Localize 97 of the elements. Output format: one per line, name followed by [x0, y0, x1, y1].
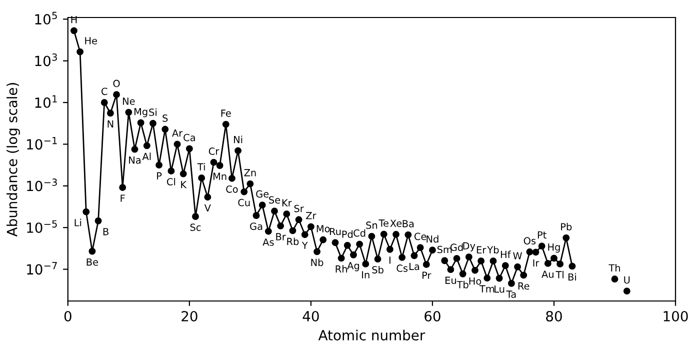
annotation: Th	[608, 264, 620, 272]
annotation: Nd	[426, 235, 438, 243]
x-tick-label: 80	[546, 310, 562, 322]
annotation: Co	[226, 185, 238, 193]
annotation: Fe	[221, 110, 231, 117]
x-tick-label: 0	[64, 310, 72, 322]
annotation: Ce	[414, 232, 426, 240]
annotation: B	[103, 228, 108, 236]
x-tick-label: 60	[424, 310, 440, 322]
annotation: O	[113, 80, 120, 88]
annotation: Cs	[396, 264, 408, 272]
y-tick-label: 10$^{−5}$	[27, 220, 57, 233]
annotation: Y	[302, 242, 308, 249]
annotation: Sc	[190, 224, 201, 231]
annotation: Ge	[256, 190, 269, 198]
annotation: Ir	[533, 259, 540, 267]
annotation: Zr	[306, 212, 316, 220]
annotation: Ba	[402, 220, 414, 228]
annotation: Rb	[287, 238, 299, 246]
annotation: Pd	[342, 230, 353, 238]
annotation: Dy	[463, 242, 476, 252]
annotation: S	[162, 114, 168, 122]
annotation: Sb	[372, 266, 384, 274]
annotation: Ca	[184, 134, 195, 142]
y-tick-label: 10$^{−1}$	[27, 136, 57, 150]
annotation: Yb	[487, 246, 499, 254]
x-tick-label: 20	[182, 310, 198, 322]
annotation: Sr	[294, 204, 304, 212]
y-tick-label: 10$^{−3}$	[27, 178, 57, 192]
annotation: Sm	[437, 246, 452, 254]
y-tick-label: 10$^{−7}$	[27, 262, 57, 275]
annotation: Al	[142, 152, 151, 160]
annotation: Pb	[561, 222, 572, 230]
annotation: V	[204, 204, 211, 212]
annotation: Mo	[316, 225, 330, 232]
annotation: Tl	[556, 270, 564, 278]
x-axis-title: Atomic number	[318, 330, 426, 340]
y-tick-label: 10$^{5}$	[35, 12, 57, 25]
annotation: Ti	[197, 163, 205, 170]
annotation: Er	[476, 246, 486, 254]
annotation: Pr	[422, 272, 432, 279]
annotation: Rh	[336, 265, 347, 273]
annotation: Ni	[234, 136, 242, 144]
annotation: Ne	[122, 98, 135, 105]
annotation: Be	[86, 258, 98, 266]
annotation: Tm	[479, 285, 494, 292]
annotation: K	[181, 181, 187, 188]
annotation: Cu	[238, 198, 250, 206]
annotation: Mn	[213, 172, 226, 180]
annotation: W	[513, 252, 522, 260]
annotation: Kr	[282, 199, 292, 206]
annotation: Cr	[208, 148, 220, 155]
annotation: Cd	[354, 229, 366, 237]
annotation: Ho	[469, 278, 482, 285]
annotation: Sn	[366, 222, 378, 229]
annotation: Ta	[506, 290, 516, 298]
annotation: Nb	[311, 258, 324, 266]
annotation: Ga	[250, 222, 262, 230]
annotation: Ar	[172, 130, 183, 137]
annotation: Gd	[450, 243, 463, 252]
annotation: Te	[378, 220, 388, 227]
annotation: In	[362, 271, 370, 278]
annotation: C	[102, 88, 108, 96]
annotation: P	[157, 172, 162, 180]
annotation: Os	[524, 237, 536, 244]
annotation: Au	[542, 270, 554, 278]
annotation: Br	[276, 233, 286, 240]
annotation: Hg	[548, 244, 560, 253]
annotation: Tb	[456, 280, 468, 288]
annotation: He	[85, 37, 97, 44]
annotation: La	[410, 262, 420, 270]
annotation: Zn	[244, 169, 256, 176]
annotation: Cl	[166, 178, 176, 186]
annotation: Hf	[500, 250, 511, 258]
annotation: U	[624, 276, 630, 284]
x-tick-label: 40	[302, 310, 319, 322]
annotation: Eu	[445, 276, 456, 284]
annotation: Xe	[390, 220, 402, 227]
y-tick-label: 10$^{3}$	[35, 53, 57, 66]
annotation: Na	[129, 156, 140, 164]
annotation: Bi	[568, 273, 576, 281]
annotation: Mg	[134, 108, 148, 118]
annotation: Ag	[347, 262, 359, 272]
annotation: As	[262, 238, 274, 246]
annotation: I	[389, 256, 390, 264]
annotation: Re	[518, 282, 530, 290]
annotation: Se	[269, 196, 280, 204]
annotation: N	[108, 120, 114, 128]
x-tick-label: 100	[664, 310, 688, 322]
annotation: Lu	[494, 286, 504, 293]
annotation: F	[120, 194, 125, 202]
y-axis-title: Abundance (log scale)	[6, 83, 20, 237]
y-tick-label: 10$^{1}$	[35, 95, 57, 108]
annotation: Ru	[330, 228, 341, 236]
annotation: Pt	[538, 231, 546, 238]
annotation: Si	[149, 108, 156, 116]
annotation: Li	[74, 218, 82, 226]
